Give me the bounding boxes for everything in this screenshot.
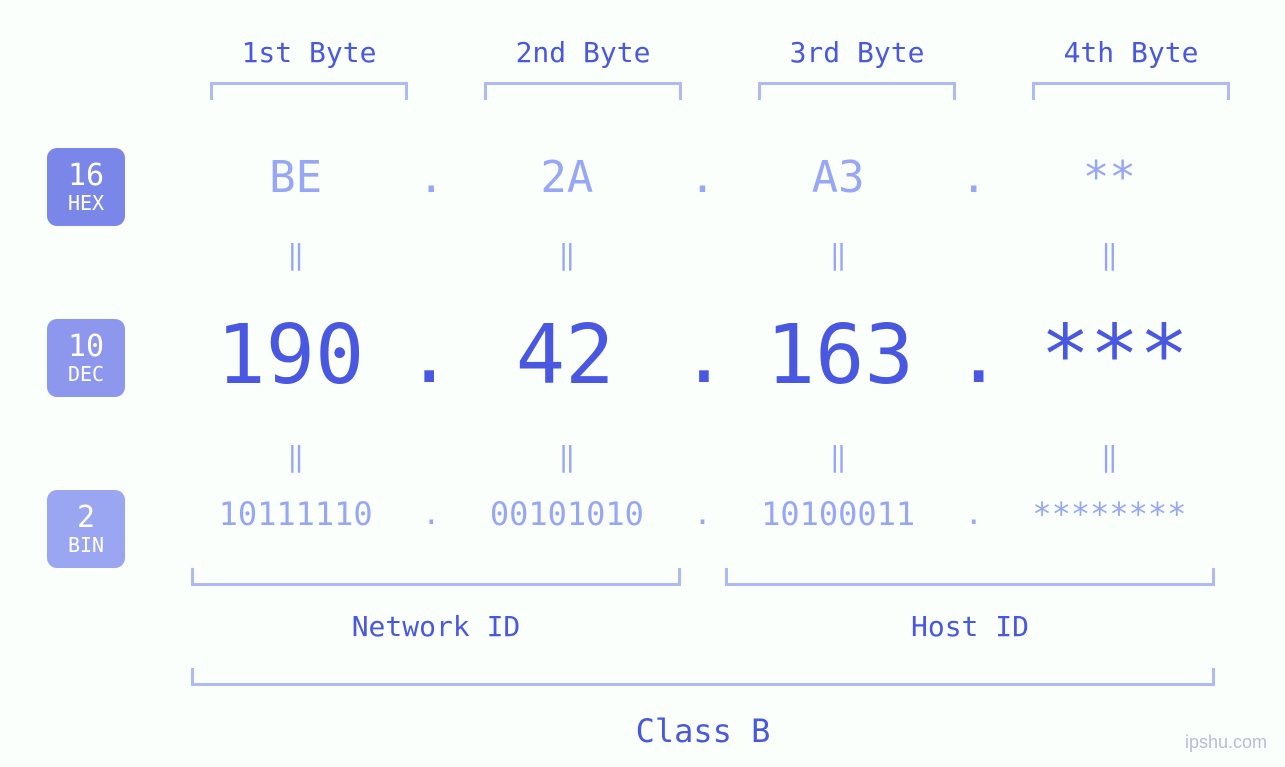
dec-row: 190 . 42 . 163 . *** [175, 308, 1230, 403]
hex-dot2: . [688, 152, 718, 203]
hex-b1: BE [175, 152, 416, 203]
host-label: Host ID [725, 610, 1215, 643]
bin-row: 10111110 . 00101010 . 10100011 . *******… [175, 495, 1230, 533]
byte3-label: 3rd Byte [758, 36, 956, 69]
eq-row-2: ‖ ‖ ‖ ‖ [175, 440, 1230, 473]
hex-dot1: . [416, 152, 446, 203]
hex-b4: ** [989, 152, 1230, 203]
bin-b2: 00101010 [446, 495, 687, 533]
bin-b3: 10100011 [718, 495, 959, 533]
eq-row-1: ‖ ‖ ‖ ‖ [175, 238, 1230, 271]
dec-base-num: 10 [68, 331, 104, 363]
bin-b4: ******** [989, 495, 1230, 533]
class-label: Class B [191, 712, 1215, 750]
byte4-label: 4th Byte [1032, 36, 1230, 69]
bin-dot3: . [959, 497, 989, 532]
bin-b1: 10111110 [175, 495, 416, 533]
dec-b4: *** [999, 308, 1230, 403]
dec-b1: 190 [175, 308, 406, 403]
hex-base-txt: HEX [68, 193, 104, 214]
byte2-bracket [484, 82, 682, 100]
byte2-label: 2nd Byte [484, 36, 682, 69]
dec-dot1: . [406, 311, 450, 401]
eq1-b3: ‖ [718, 238, 959, 271]
class-bracket [191, 668, 1215, 686]
dec-b2: 42 [450, 308, 681, 403]
byte1-label: 1st Byte [210, 36, 408, 69]
hex-dot3: . [959, 152, 989, 203]
network-bracket [191, 568, 681, 586]
eq2-b2: ‖ [446, 440, 687, 473]
eq2-b3: ‖ [718, 440, 959, 473]
byte1-bracket [210, 82, 408, 100]
credit: ipshu.com [1185, 732, 1267, 753]
dec-dot2: . [681, 311, 725, 401]
bin-base-num: 2 [77, 502, 95, 534]
eq1-b4: ‖ [989, 238, 1230, 271]
network-label: Network ID [191, 610, 681, 643]
dec-base-txt: DEC [68, 364, 104, 385]
ip-representation-diagram: 1st Byte 2nd Byte 3rd Byte 4th Byte 16 H… [0, 0, 1285, 767]
hex-base-num: 16 [68, 160, 104, 192]
eq1-b2: ‖ [446, 238, 687, 271]
dec-base-badge: 10 DEC [47, 319, 125, 397]
host-bracket [725, 568, 1215, 586]
bin-dot2: . [688, 497, 718, 532]
byte3-bracket [758, 82, 956, 100]
bin-base-txt: BIN [68, 535, 104, 556]
hex-b2: 2A [446, 152, 687, 203]
dec-dot3: . [955, 311, 999, 401]
byte4-bracket [1032, 82, 1230, 100]
dec-b3: 163 [725, 308, 956, 403]
eq2-b1: ‖ [175, 440, 416, 473]
hex-row: BE . 2A . A3 . ** [175, 152, 1230, 203]
bin-dot1: . [416, 497, 446, 532]
eq1-b1: ‖ [175, 238, 416, 271]
bin-base-badge: 2 BIN [47, 490, 125, 568]
hex-b3: A3 [718, 152, 959, 203]
hex-base-badge: 16 HEX [47, 148, 125, 226]
eq2-b4: ‖ [989, 440, 1230, 473]
